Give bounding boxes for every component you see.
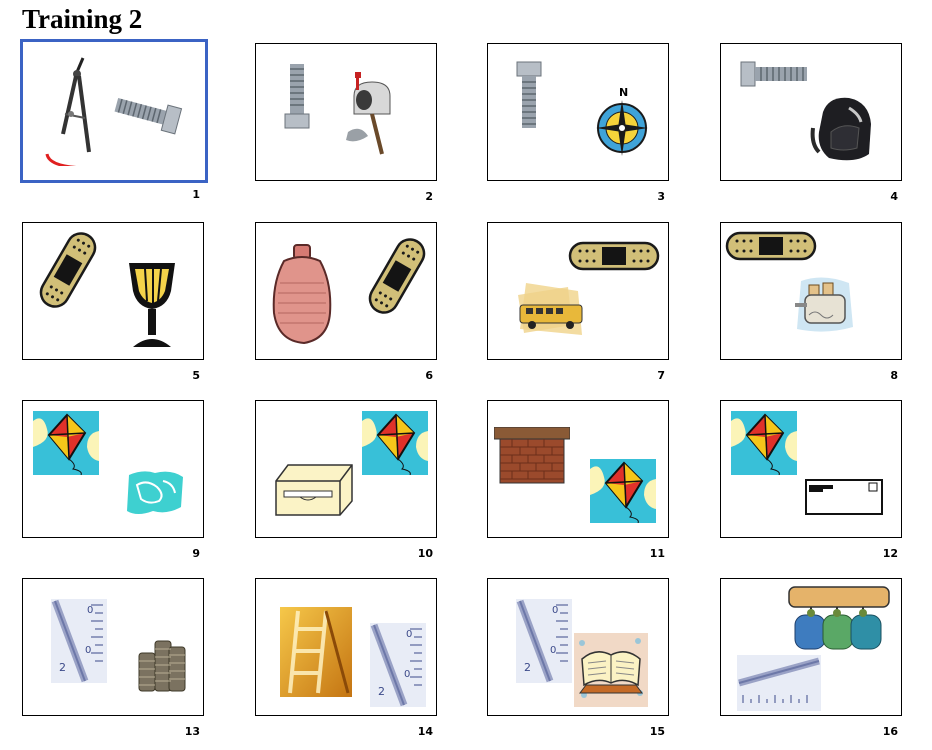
svg-text:2: 2 [378, 685, 385, 698]
svg-text:0: 0 [87, 605, 93, 616]
trial-number: 11 [649, 547, 665, 560]
thermometer-icon: 0 0 2 [51, 599, 107, 683]
trial-frame[interactable] [720, 578, 902, 716]
trial-card-16[interactable]: 16 [720, 578, 926, 748]
trial-frame[interactable] [22, 400, 204, 538]
trial-card-11[interactable]: 11 [487, 400, 693, 570]
trial-number: 12 [882, 547, 898, 560]
backpack-icon [809, 92, 879, 166]
svg-text:2: 2 [524, 661, 531, 674]
thermometer-icon: 0 0 2 [516, 599, 572, 683]
trial-frame[interactable] [255, 43, 437, 181]
kite-icon [33, 411, 99, 475]
envelope-icon [805, 479, 885, 517]
bandage-icon [364, 231, 430, 321]
trial-card-15[interactable]: 0 0 2 15 [487, 578, 693, 748]
svg-text:0: 0 [406, 629, 412, 640]
trial-frame[interactable] [487, 400, 669, 538]
trial-number: 14 [417, 725, 433, 738]
bolt-icon [514, 58, 544, 132]
bolt-icon [111, 92, 183, 136]
trial-frame[interactable]: 0 0 2 [22, 578, 204, 716]
trial-card-13[interactable]: 0 0 2 [22, 578, 228, 748]
svg-text:0: 0 [404, 669, 410, 680]
brick-wall-icon [494, 427, 570, 485]
trial-frame[interactable] [720, 43, 902, 181]
trial-frame[interactable] [22, 222, 204, 360]
book-icon [574, 633, 648, 707]
compass-drawing-icon [41, 56, 101, 166]
trial-number: 4 [890, 190, 898, 203]
svg-text:0: 0 [85, 645, 91, 656]
trial-number: 7 [657, 369, 665, 382]
bandage-icon [568, 241, 660, 271]
bolt-icon [282, 60, 312, 132]
page-title: Training 2 [22, 4, 143, 34]
trial-number: 3 [657, 190, 665, 203]
trial-number: 15 [649, 725, 665, 738]
trial-frame[interactable] [255, 222, 437, 360]
kite-icon [590, 459, 656, 523]
trial-card-14[interactable]: 0 0 2 14 [255, 578, 461, 748]
trial-number: 5 [192, 369, 200, 382]
trial-frame[interactable]: 0 0 2 [255, 578, 437, 716]
trial-number: 10 [417, 547, 433, 560]
thermometer-icon: 0 0 2 [370, 623, 426, 707]
trial-frame[interactable]: N [487, 43, 669, 181]
trial-card-5[interactable]: 5 [22, 222, 228, 392]
bandage-icon [35, 227, 101, 313]
trial-frame[interactable]: 0 0 2 [487, 578, 669, 716]
trial-number: 8 [890, 369, 898, 382]
trial-frame[interactable] [255, 400, 437, 538]
disk-drive-icon [272, 463, 356, 517]
trial-number: 6 [425, 369, 433, 382]
trial-card-1[interactable]: 1 [20, 39, 228, 211]
trial-number: 16 [882, 725, 898, 738]
trial-card-3[interactable]: N 3 [487, 43, 693, 213]
trial-frame[interactable] [720, 222, 902, 360]
coins-icon [135, 631, 187, 693]
trial-frame[interactable] [20, 39, 208, 183]
svg-text:0: 0 [552, 605, 558, 616]
kite-icon [731, 411, 797, 475]
svg-text:0: 0 [550, 645, 556, 656]
hot-water-bottle-icon [270, 243, 334, 347]
map-icon [123, 467, 187, 519]
bolt-icon [739, 56, 811, 92]
coat-rack-mugs-icon [787, 585, 893, 655]
svg-text:N: N [619, 86, 628, 99]
trial-card-7[interactable]: 7 [487, 222, 693, 392]
trial-frame[interactable] [720, 400, 902, 538]
trial-card-10[interactable]: 10 [255, 400, 461, 570]
trial-number: 9 [192, 547, 200, 560]
trial-number: 1 [192, 188, 200, 201]
trial-number: 2 [425, 190, 433, 203]
kite-icon [362, 411, 428, 475]
svg-text:2: 2 [59, 661, 66, 674]
toaster-icon [793, 275, 857, 335]
thermometer-icon [737, 655, 821, 711]
trial-card-2[interactable]: 2 [255, 43, 461, 213]
trial-card-9[interactable]: 9 [22, 400, 228, 570]
trial-card-4[interactable]: 4 [720, 43, 926, 213]
trial-number: 13 [184, 725, 200, 738]
ladder-icon [280, 607, 352, 697]
trial-card-6[interactable]: 6 [255, 222, 461, 392]
trial-frame[interactable] [487, 222, 669, 360]
compass-rose-icon: N [592, 84, 652, 164]
trial-card-8[interactable]: 8 [720, 222, 926, 392]
goblet-icon [127, 261, 177, 351]
school-bus-icon [516, 281, 590, 337]
trial-card-12[interactable]: 12 [720, 400, 926, 570]
bandage-icon [725, 231, 817, 261]
mailbox-icon [342, 70, 398, 156]
